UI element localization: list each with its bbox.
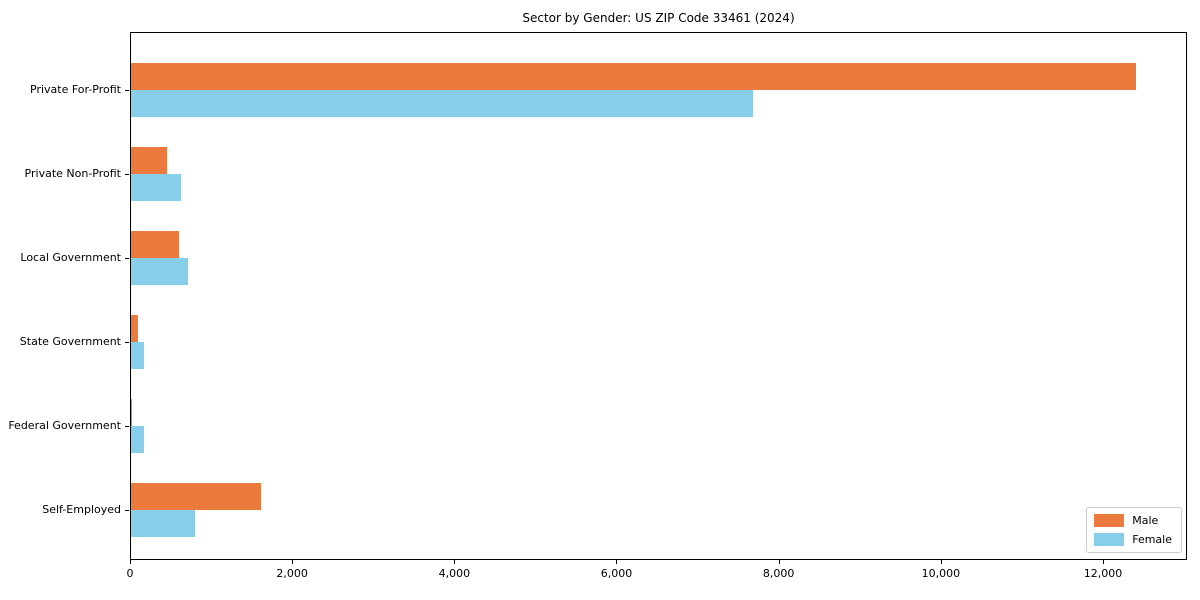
x-axis-tick-mark: [292, 560, 294, 564]
legend-entry-male: Male: [1094, 514, 1172, 527]
x-axis-tick-label: 8,000: [762, 567, 795, 580]
y-axis-tick-mark: [125, 89, 129, 91]
x-axis-tick-mark: [616, 560, 618, 564]
bar-female-local-government: [131, 257, 188, 285]
y-axis-tick-mark: [125, 173, 129, 175]
legend-label-female: Female: [1132, 532, 1172, 546]
y-axis-label-local-government: Local Government: [20, 250, 121, 264]
y-axis-label-state-government: State Government: [19, 334, 121, 348]
x-axis-tick-mark: [454, 560, 456, 564]
bar-male-private-non-profit: [131, 146, 168, 174]
bar-male-private-for-profit: [131, 62, 1137, 90]
legend-label-male: Male: [1132, 513, 1159, 527]
x-axis-tick-mark: [1102, 560, 1104, 564]
bar-male-local-government: [131, 230, 180, 258]
y-axis-tick-mark: [125, 510, 129, 511]
bar-female-federal-government: [131, 425, 144, 453]
y-axis-tick-mark: [125, 257, 129, 259]
bar-male-self-employed: [131, 483, 261, 510]
y-axis-label-self-employed: Self-Employed: [42, 503, 121, 516]
legend-entry-female: Female: [1094, 533, 1172, 546]
bar-male-state-government: [131, 314, 138, 342]
x-axis-tick-label: 6,000: [600, 567, 633, 580]
x-axis-tick-label: 0: [126, 567, 134, 580]
legend-swatch-female: [1094, 533, 1125, 546]
bar-female-state-government: [131, 341, 145, 369]
bar-female-private-non-profit: [131, 173, 181, 201]
legend: Male Female: [1086, 507, 1182, 553]
bar-male-federal-government: [131, 398, 133, 426]
y-axis-tick-mark: [125, 425, 129, 427]
x-axis-tick-mark: [778, 560, 780, 564]
x-axis-tick-label: 2,000: [276, 567, 308, 580]
legend-swatch-male: [1094, 514, 1125, 527]
y-axis-label-private-for-profit: Private For-Profit: [30, 82, 121, 96]
y-axis-label-private-non-profit: Private Non-Profit: [24, 166, 121, 180]
x-axis-tick-label: 10,000: [921, 567, 961, 580]
y-axis-tick-mark: [125, 341, 129, 343]
bar-female-private-for-profit: [131, 89, 753, 117]
y-axis-label-federal-government: Federal Government: [8, 418, 121, 432]
bar-female-self-employed: [131, 510, 196, 537]
plot-area: Male Female: [130, 32, 1187, 560]
x-axis-tick-mark: [130, 560, 131, 564]
x-axis-tick-label: 4,000: [438, 567, 471, 580]
x-axis-tick-mark: [940, 560, 942, 564]
chart-title: Sector by Gender: US ZIP Code 33461 (202…: [522, 11, 795, 25]
x-axis-tick-label: 12,000: [1083, 567, 1123, 580]
